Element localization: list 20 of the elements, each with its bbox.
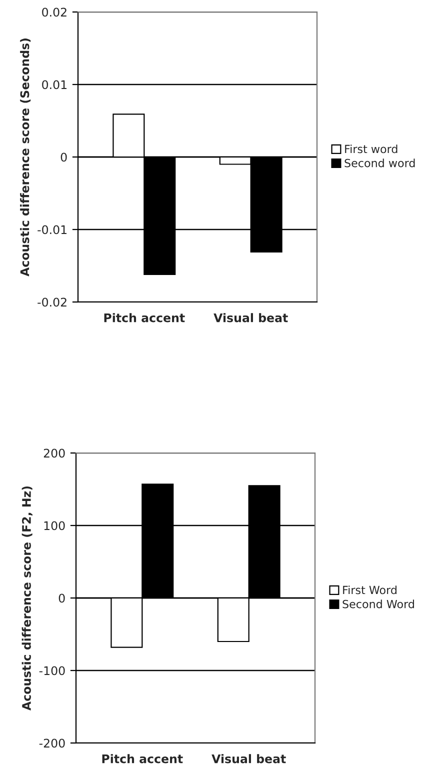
x-tick-label: Visual beat [214, 313, 288, 322]
y-tick-label: 0.01 [42, 80, 66, 90]
legend-label: Second word [344, 158, 415, 168]
y-tick-label: 100 [44, 521, 65, 530]
y-tick-label: 0 [60, 152, 67, 162]
y-tick-label: -0.02 [38, 298, 66, 307]
y-tick-label: 200 [44, 448, 65, 458]
x-tick-label: Pitch accent [104, 313, 185, 322]
y-tick-label: 0 [58, 594, 65, 603]
y-axis-title: Acoustic difference score (Seconds) [20, 38, 31, 276]
y-tick-label: -200 [39, 738, 65, 748]
y-tick-label: 0.02 [42, 8, 66, 17]
legend-label: First word [345, 144, 398, 154]
legend-label: Second Word [342, 600, 414, 608]
y-axis-title: Acoustic difference score (F2, Hz) [22, 486, 32, 710]
x-tick-label: Visual beat [212, 754, 286, 764]
y-tick-label: -0.01 [38, 225, 66, 234]
legend-label: First Word [343, 586, 396, 594]
x-tick-label: Pitch accent [102, 754, 183, 764]
y-tick-label: -100 [39, 666, 65, 676]
